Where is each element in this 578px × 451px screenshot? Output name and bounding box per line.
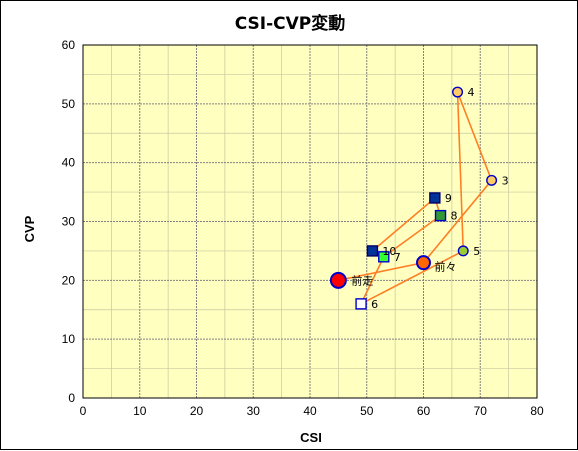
point-label-2: 前々 xyxy=(435,260,457,274)
point-label-1: 前走 xyxy=(351,273,373,287)
x-tick-label: 80 xyxy=(530,404,544,418)
x-axis-title: CSI xyxy=(300,430,322,445)
x-tick-label: 10 xyxy=(133,404,147,418)
point-marker-6 xyxy=(355,298,367,310)
y-tick-label: 50 xyxy=(62,97,76,111)
point-label-9: 9 xyxy=(445,192,452,205)
point-label-3: 3 xyxy=(502,174,509,187)
y-tick-label: 10 xyxy=(62,332,76,346)
y-tick-label: 20 xyxy=(62,273,76,287)
point-marker-2 xyxy=(416,255,431,271)
point-label-10: 10 xyxy=(382,245,396,258)
point-marker-10 xyxy=(366,245,379,257)
x-tick-labels: 0 10 20 30 40 50 60 70 80 xyxy=(80,404,544,418)
x-tick-label: 60 xyxy=(417,404,431,418)
point-marker-4 xyxy=(452,86,464,98)
chart-title: CSI-CVP変動 xyxy=(235,13,346,34)
point-marker-9 xyxy=(429,192,441,204)
y-axis-title: CVP xyxy=(22,215,37,242)
x-tick-label: 20 xyxy=(190,404,204,418)
y-tick-label: 60 xyxy=(62,38,76,52)
series-line xyxy=(338,91,493,306)
x-tick-label: 50 xyxy=(360,404,374,418)
point-label-8: 8 xyxy=(451,210,458,223)
x-tick-label: 30 xyxy=(247,404,261,418)
point-marker-7 xyxy=(378,251,390,263)
point-marker-5 xyxy=(457,245,469,257)
data-points xyxy=(329,86,498,310)
plot-border xyxy=(82,44,538,399)
y-tick-label: 30 xyxy=(62,215,76,229)
point-marker-8 xyxy=(434,209,447,222)
y-tick-labels: 0 10 20 30 40 50 60 xyxy=(62,38,76,405)
point-labels: 前走 前々 3 4 5 6 7 8 9 10 xyxy=(351,86,508,311)
y-tick-label: 0 xyxy=(68,391,75,405)
connecting-lines xyxy=(338,91,493,306)
point-label-5: 5 xyxy=(473,245,480,258)
x-tick-label: 70 xyxy=(474,404,488,418)
point-marker-3 xyxy=(486,174,498,186)
point-marker-1 xyxy=(329,271,347,289)
point-label-4: 4 xyxy=(468,86,475,99)
x-tick-label: 40 xyxy=(303,404,317,418)
point-label-7: 7 xyxy=(394,251,401,264)
x-tick-label: 0 xyxy=(80,404,87,418)
y-tick-label: 40 xyxy=(62,156,76,170)
point-label-6: 6 xyxy=(371,298,378,311)
